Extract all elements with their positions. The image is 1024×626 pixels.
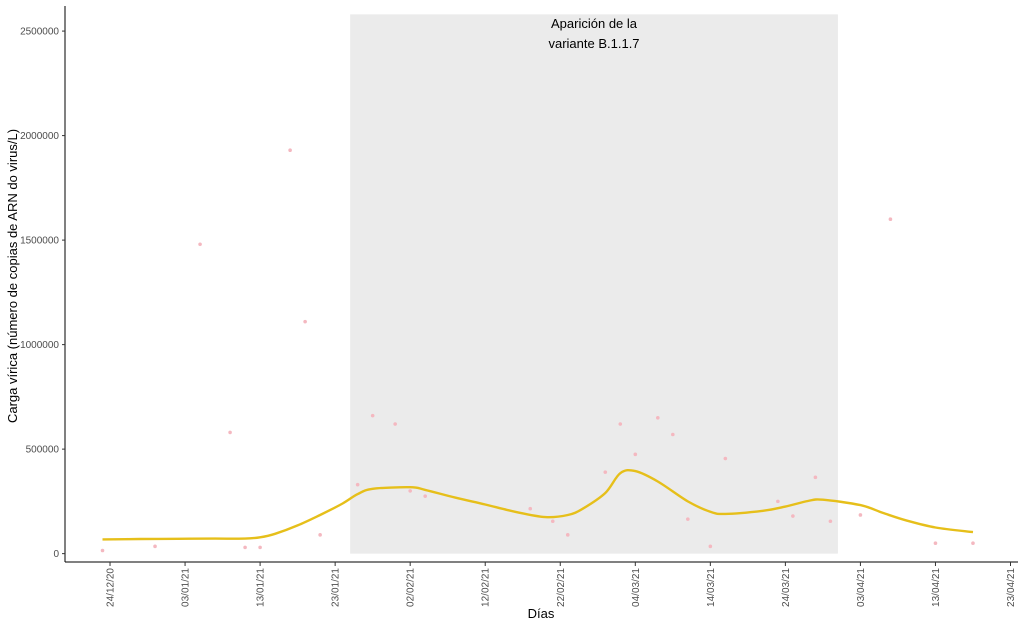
data-point	[633, 452, 638, 457]
data-point	[408, 489, 412, 493]
data-point	[603, 470, 608, 474]
data-point	[550, 519, 555, 524]
y-tick-label: 2000000	[20, 131, 59, 142]
data-point	[618, 422, 623, 426]
y-tick-label: 2500000	[20, 27, 59, 38]
data-point	[100, 548, 105, 553]
data-point	[153, 544, 157, 549]
x-tick-label: 04/03/21	[631, 568, 642, 607]
y-tick-label: 1500000	[20, 236, 59, 247]
data-point	[858, 513, 863, 517]
data-point	[393, 422, 397, 426]
data-point	[303, 319, 307, 324]
data-point	[565, 533, 570, 537]
variant-annotation-line: Aparición de la	[551, 16, 638, 31]
data-point	[888, 217, 893, 222]
variant-region-layer: Aparición de la variante B.1.1.7	[350, 14, 838, 554]
y-tick-label: 0	[53, 549, 59, 560]
x-tick-label: 14/03/21	[706, 568, 717, 607]
data-point	[656, 415, 660, 420]
data-point	[971, 541, 975, 545]
x-tick-label: 02/02/21	[406, 568, 417, 607]
x-tick-label: 03/01/21	[181, 568, 192, 607]
data-point	[791, 514, 795, 518]
data-point	[686, 517, 690, 521]
data-point	[243, 545, 247, 550]
data-point	[933, 541, 938, 545]
y-tick-label: 1000000	[20, 340, 59, 351]
x-tick-label: 23/01/21	[331, 568, 342, 607]
y-axis-title: Carga vírica (número de copias de ARN do…	[5, 129, 20, 423]
data-point	[318, 533, 322, 537]
axes-layer: 0 500000 1000000 1500000 2000000 2500000 24/12…	[20, 6, 1018, 607]
scatter-points-layer	[100, 148, 975, 553]
x-tick-label: 23/04/21	[1006, 568, 1017, 607]
data-point	[723, 456, 728, 461]
smooth-line-layer	[102, 468, 974, 541]
x-tick-label: 13/01/21	[256, 568, 267, 607]
data-point	[355, 482, 360, 487]
y-tick-label: 500000	[26, 445, 60, 456]
x-tick-label: 12/02/21	[481, 568, 492, 607]
data-point	[370, 413, 375, 418]
x-tick-label: 03/04/21	[856, 568, 867, 607]
data-point	[528, 506, 533, 511]
data-point	[258, 545, 262, 550]
data-point	[228, 430, 232, 435]
x-axis-title: Días	[528, 606, 555, 621]
data-point	[813, 475, 818, 480]
x-tick-label: 13/04/21	[931, 568, 942, 607]
smooth-trend-line	[102, 468, 974, 541]
data-point	[198, 242, 202, 247]
x-tick-label: 24/12/20	[106, 568, 117, 607]
variant-annotation-line: variante B.1.1.7	[548, 36, 639, 51]
data-point	[671, 432, 675, 437]
x-tick-label: 24/03/21	[781, 568, 792, 607]
x-tick-label: 22/02/21	[556, 568, 567, 607]
data-point	[776, 499, 780, 504]
data-point	[288, 148, 292, 153]
data-point	[708, 544, 713, 549]
data-point	[423, 494, 427, 498]
data-point	[828, 519, 833, 524]
variant-shaded-region	[350, 14, 838, 554]
